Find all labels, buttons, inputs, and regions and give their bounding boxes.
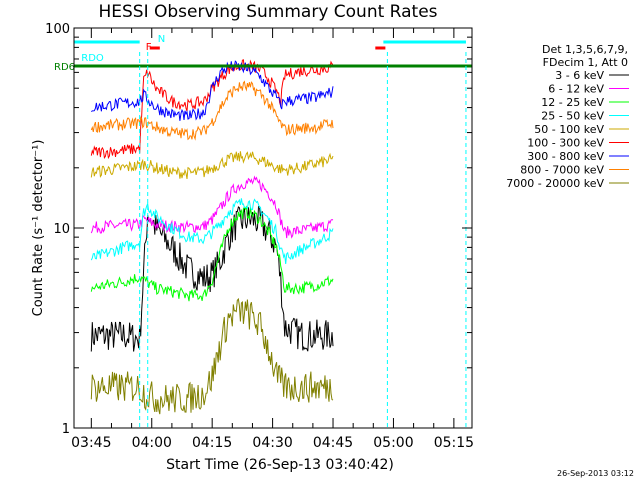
legend-label-6: 300 - 800 keV <box>527 150 604 163</box>
series-line-5 <box>90 59 334 160</box>
series-line-3 <box>90 198 334 264</box>
x-tick-label: 05:00 <box>373 435 413 451</box>
legend-label-4: 50 - 100 keV <box>534 123 604 136</box>
legend-title-line-1: Det 1,3,5,6,7,9, <box>542 43 628 56</box>
series-line-1 <box>90 175 334 239</box>
legend-title-line-2: FDecim 1, Att 0 <box>543 56 628 69</box>
rd6-label: RD6 <box>54 62 75 73</box>
chart-title: HESSI Observing Summary Count Rates <box>98 2 437 22</box>
x-axis-label: Start Time (26-Sep-13 03:40:42) <box>166 457 394 473</box>
series-line-7 <box>90 80 334 141</box>
legend-label-8: 7000 - 20000 keV <box>506 177 604 190</box>
legend-label-3: 25 - 50 keV <box>541 110 604 123</box>
series-line-2 <box>90 205 334 302</box>
footer-timestamp: 26-Sep-2013 03:12 <box>557 469 634 478</box>
x-tick-label: 04:30 <box>252 435 292 451</box>
series-line-6 <box>91 60 334 121</box>
legend-label-1: 6 - 12 keV <box>548 83 604 96</box>
series-layer <box>90 59 334 415</box>
x-tick-label: 04:15 <box>192 435 232 451</box>
legend-label-7: 800 - 7000 keV <box>520 164 604 177</box>
y-tick-label: 10 <box>53 222 70 237</box>
x-axis: 03:45 04:00 04:15 04:30 04:45 05:00 05:15 <box>71 28 474 451</box>
x-tick-label: 04:45 <box>313 435 353 451</box>
x-tick-label: 05:15 <box>434 435 474 451</box>
series-line-0 <box>90 206 334 352</box>
flare-flag-label: F <box>146 42 152 53</box>
x-tick-label: 03:45 <box>71 435 111 451</box>
legend-label-0: 3 - 6 keV <box>555 69 604 82</box>
legend-label-5: 100 - 300 keV <box>527 137 604 150</box>
legend-label-2: 12 - 25 keV <box>541 96 604 109</box>
legend: Det 1,3,5,6,7,9, FDecim 1, Att 0 3 - 6 k… <box>506 43 629 190</box>
y-tick-label: 1 <box>62 422 70 437</box>
rdo-label: RDO <box>81 53 104 64</box>
annotation-layer: RDO RD6 FN <box>54 34 472 428</box>
y-axis-label: Count Rate (s⁻¹ detector⁻¹) <box>31 140 46 317</box>
series-line-4 <box>90 151 334 179</box>
y-axis: 1 10 100 <box>45 22 472 437</box>
x-tick-label: 04:00 <box>132 435 172 451</box>
night-label: N <box>158 34 165 45</box>
y-tick-label: 100 <box>45 22 70 37</box>
series-line-8 <box>90 297 334 415</box>
